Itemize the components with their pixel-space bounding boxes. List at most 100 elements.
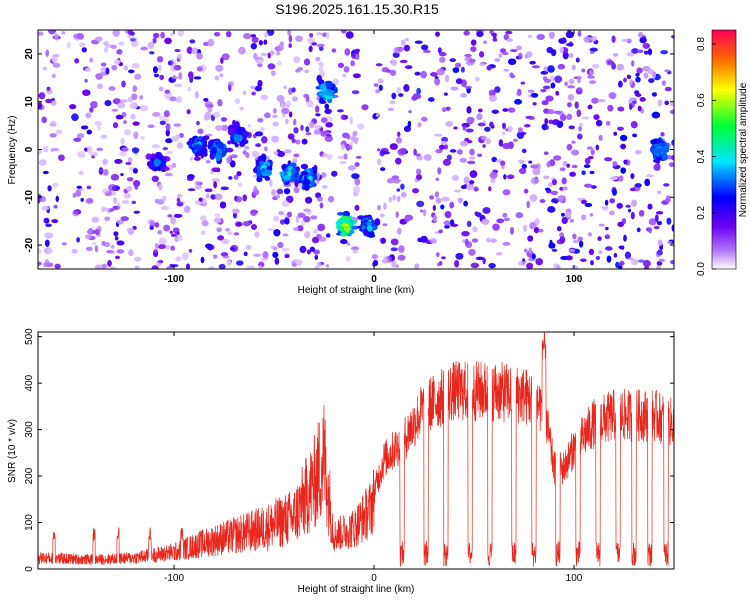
spectrogram-cell [101, 206, 106, 212]
spectrogram-cell [114, 236, 119, 241]
spectrogram-cell [275, 194, 281, 199]
spectrogram-cell [242, 221, 251, 227]
spectrogram-cell [346, 134, 351, 140]
spectrogram-cell [165, 129, 170, 137]
spectrogram-cell [578, 126, 582, 132]
spectrogram-cell [149, 220, 155, 227]
spectrogram-cell [257, 118, 264, 123]
spectrogram-cell [459, 157, 467, 163]
spectrogram-cell [468, 248, 476, 256]
spectrogram-cell [593, 114, 600, 120]
spectrogram-cell [416, 153, 421, 157]
spectrogram-cell [273, 108, 277, 114]
spectrogram-cell [550, 190, 558, 195]
spectrogram-cell [200, 256, 205, 264]
spectrogram-cell [353, 185, 361, 194]
spectrogram-cell [624, 251, 632, 260]
spectrogram-cell [313, 228, 319, 234]
spectrogram-cell [648, 218, 657, 226]
spectrogram-cell [293, 186, 300, 194]
spectrogram-cell [437, 47, 442, 54]
spectrogram-cell [612, 53, 619, 57]
spectrogram-cell [500, 160, 506, 166]
spectrogram-cell [153, 249, 159, 257]
spectrogram-cell [395, 264, 399, 268]
spectrogram-hotspot-cell [340, 231, 348, 237]
spectrogram-cell [521, 164, 527, 169]
spectrogram-cell [579, 122, 584, 127]
spectrogram-cell [132, 121, 140, 126]
spectrogram-cell [469, 180, 475, 185]
spectrogram-cell [112, 30, 120, 37]
spectrogram-hotspot-cell [363, 228, 368, 237]
spectrogram-cell [623, 159, 628, 165]
spectrogram-cell [123, 65, 128, 71]
spectrogram-cell [491, 156, 497, 163]
spectrogram-cell [598, 134, 603, 141]
spectrogram-cell [52, 182, 59, 188]
spectrogram-cell [657, 99, 663, 107]
spectrogram-cell [97, 83, 103, 90]
spectrogram-cell [546, 47, 554, 54]
spectrogram-cell [519, 168, 527, 174]
spectrogram-cell [648, 48, 652, 56]
spectrogram-cell [439, 144, 445, 150]
spectrogram-hotspot-cell [655, 152, 660, 157]
spectrogram-cell [555, 90, 559, 96]
spectrogram-cell [451, 175, 459, 181]
spectrogram-cell [253, 189, 260, 196]
spectrogram-hotspot-cell [351, 225, 359, 230]
spectrogram-cell [671, 155, 674, 161]
spectrogram-cell [421, 116, 428, 122]
spectrogram-cell [560, 256, 569, 260]
spectrogram-cell [280, 103, 285, 109]
spectrogram-cell [267, 63, 276, 70]
spectrogram-cell [73, 209, 82, 215]
spectrogram-cell [671, 224, 674, 232]
spectrogram-cell [361, 104, 369, 111]
spectrogram-cell [147, 43, 154, 47]
spectrogram-cell [436, 262, 441, 267]
spectrogram-cell [436, 68, 445, 76]
spectrogram-cell [218, 263, 226, 269]
spectrogram-cell [516, 45, 522, 51]
spectrogram-cell [44, 262, 54, 268]
spectrogram-cell [196, 52, 203, 60]
spectrogram-cell [46, 86, 51, 92]
spectrogram-cell [445, 121, 453, 127]
spectrogram-cell [664, 86, 672, 92]
spectrogram-cell [618, 80, 623, 88]
spectrogram-cell [539, 199, 546, 203]
spectrogram-cell [319, 202, 324, 209]
spectrogram-cell [461, 185, 467, 189]
spectrogram-cell [532, 102, 537, 106]
spectrogram-cell [206, 104, 214, 108]
spectrogram-cell [433, 133, 443, 137]
spectrogram-cell [170, 245, 175, 251]
spectrogram-cell [518, 159, 525, 164]
spectrogram-cell [128, 228, 134, 235]
spectrogram-cell [598, 250, 603, 254]
spectrogram-cell [613, 131, 617, 136]
spectrogram-cell [566, 143, 573, 151]
spectrogram-cell [176, 194, 183, 198]
spectrogram-cell [351, 246, 360, 251]
spectrogram-cell [597, 236, 602, 241]
spectrogram-cell [581, 170, 586, 176]
spectrogram-cell [245, 245, 252, 250]
spectrogram-cell [405, 65, 413, 69]
spectrogram-cell [580, 199, 587, 204]
spectrogram-hotspot-cell [262, 172, 269, 177]
spectrogram-cell [618, 265, 623, 269]
spectrogram-hotspot-cell [366, 225, 373, 232]
spectrogram-cell [584, 183, 593, 188]
spectrogram-cell [469, 170, 478, 178]
spectrogram-cell [295, 35, 303, 42]
spectrogram-hotspot-cell [349, 230, 355, 234]
spectrogram-cell [281, 107, 290, 115]
spectrogram-cell [277, 60, 282, 66]
spectrogram-cell [76, 237, 80, 243]
spectrogram-cell [566, 113, 573, 120]
spectrogram-cell [104, 46, 108, 53]
spectrogram-cell [225, 228, 230, 232]
